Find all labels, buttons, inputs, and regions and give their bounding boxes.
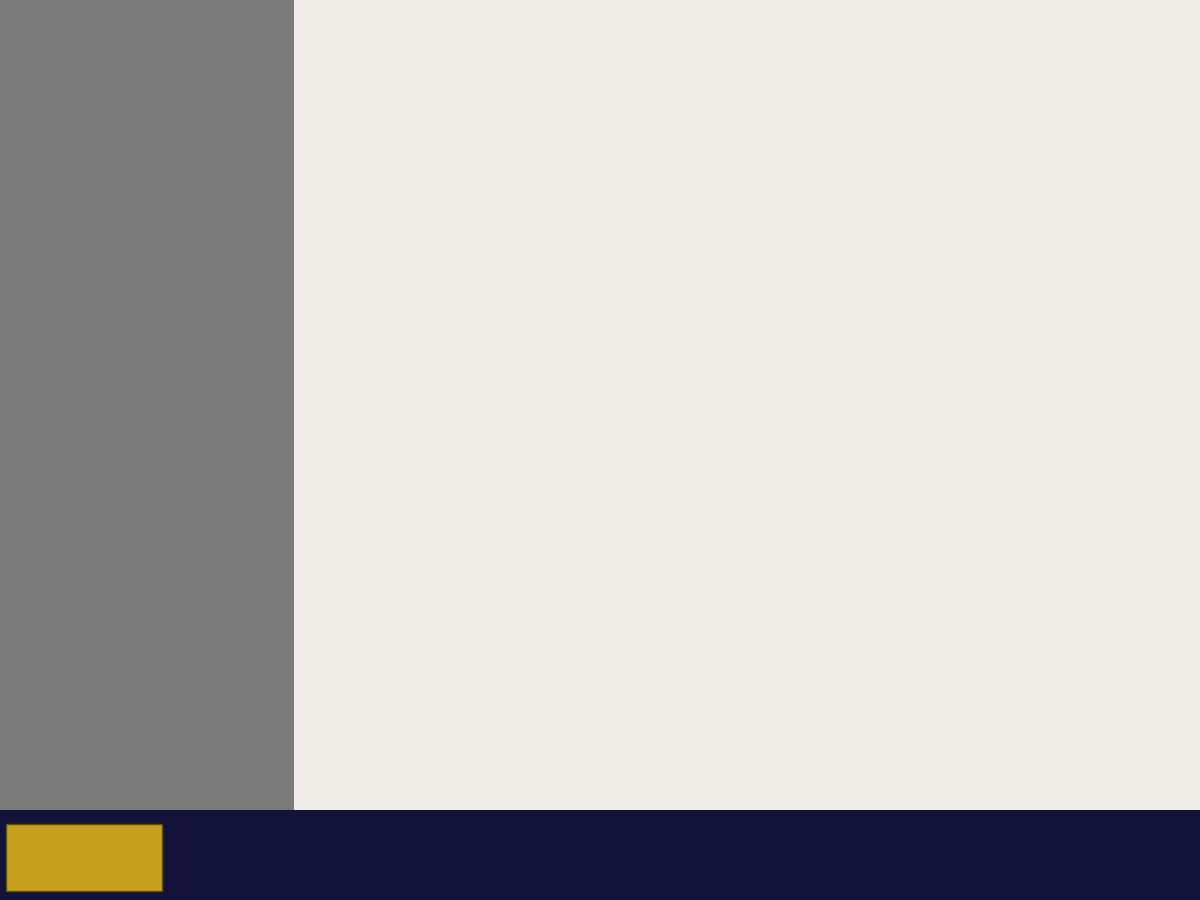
Text: the mass of atom X by assuming the number of mole similar: the mass of atom X by assuming the numbe… [566,706,1036,720]
Text: ◄ 1080 ►: ◄ 1080 ► [54,850,116,863]
Text: with 16.3 g of sulphur.: with 16.3 g of sulphur. [468,850,642,864]
Bar [720,150,942,206]
Text: ii): ii) [390,803,406,817]
Text: Number of moles, mole: Number of moles, mole [334,171,514,185]
Text: i): i) [390,706,401,720]
Text: Table 1: Properties of Zinc and Sulphur: Table 1: Properties of Zinc and Sulphur [545,68,943,86]
Text: 23.3: 23.3 [814,227,848,241]
Bar [720,206,942,262]
Bar [324,206,720,262]
Bar [324,262,720,318]
Bar [720,262,942,318]
Text: Mass, g: Mass, g [334,227,394,241]
Text: Dmitri Mendeleev found elements known as Element  X and Element Y. He found that: Dmitri Mendeleev found elements known as… [324,358,988,373]
Text: Calculate: Calculate [468,706,548,720]
Text: the number of atom Y by assuming the mass of atom Y is similar: the number of atom Y by assuming the mas… [566,803,1068,817]
Bar [942,94,1170,150]
Text: element X  and element Y are one of the transition element and non-metallic elem: element X and element Y are one of the t… [324,405,983,419]
Text: Element: Element [334,115,404,130]
Text: FULL
HD: FULL HD [10,842,38,863]
Text: Using the information from Table 1,: Using the information from Table 1, [324,643,601,657]
Text: Calculate: Calculate [468,803,548,817]
Bar [942,150,1170,206]
Bar [942,262,1170,318]
Text: Identify: Identify [324,539,391,554]
Text: 3.06 x 10: 3.06 x 10 [984,283,1056,297]
Bar [942,206,1170,262]
Bar [324,150,720,206]
Text: 23: 23 [1057,274,1072,284]
Bar [720,94,942,150]
Text: respectively in Periodic Table.: respectively in Periodic Table. [324,452,557,466]
Text: Zinc: Zinc [812,115,850,130]
Text: 0.365: 0.365 [809,171,853,185]
Text: I: I [800,589,808,606]
Bar [324,94,720,150]
Text: 16.3: 16.3 [1039,227,1073,241]
Text: Element X and Element Y according to their groups from Periodic Table.: Element X and Element Y according to the… [398,539,964,554]
Text: Number of atoms, atom: Number of atoms, atom [334,283,516,297]
Text: Sulphur: Sulphur [1021,115,1091,130]
Text: with Zinc.: with Zinc. [468,752,545,767]
